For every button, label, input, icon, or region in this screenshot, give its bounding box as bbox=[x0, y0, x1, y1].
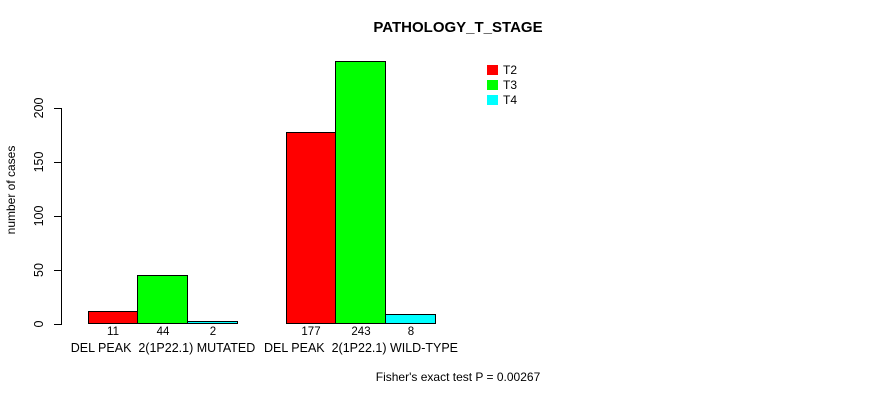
y-tick-label: 200 bbox=[32, 97, 46, 119]
y-axis-title: number of cases bbox=[4, 145, 18, 235]
bar-value-label: 177 bbox=[301, 326, 321, 338]
bar-value-label: 2 bbox=[209, 326, 217, 338]
bar-t2-group1 bbox=[88, 311, 138, 324]
y-tick-mark bbox=[54, 323, 61, 325]
legend-entry-t2: T2 bbox=[487, 63, 517, 78]
y-tick-label: 150 bbox=[32, 151, 46, 173]
bar-value-label: 8 bbox=[407, 326, 415, 338]
bar-value-label: 44 bbox=[156, 326, 170, 338]
y-tick-mark bbox=[54, 269, 61, 271]
bar-value-label: 11 bbox=[107, 326, 119, 338]
bar-t2-group2 bbox=[286, 132, 336, 324]
x-category-label-mutated: DEL PEAK 2(1P22.1) MUTATED bbox=[70, 341, 256, 355]
bar-value-label: 243 bbox=[351, 326, 371, 338]
legend-swatch-t2 bbox=[487, 65, 498, 76]
y-tick-mark bbox=[54, 107, 61, 109]
bar-t3-group2 bbox=[335, 61, 386, 324]
legend-label-t2: T2 bbox=[503, 63, 518, 78]
legend-entry-t4: T4 bbox=[487, 92, 517, 107]
legend-swatch-t3 bbox=[487, 80, 498, 91]
y-tick-label: 50 bbox=[32, 263, 46, 277]
legend: T2 T3 T4 bbox=[487, 63, 517, 107]
x-category-label-wildtype: DEL PEAK 2(1P22.1) WILD-TYPE bbox=[263, 341, 459, 355]
bar-t4-group1 bbox=[187, 321, 238, 324]
legend-entry-t3: T3 bbox=[487, 78, 517, 93]
y-tick-label: 100 bbox=[32, 205, 46, 227]
y-tick-label: 0 bbox=[32, 320, 46, 328]
y-tick-mark bbox=[54, 161, 61, 163]
chart-title: PATHOLOGY_T_STAGE bbox=[373, 19, 543, 36]
y-axis-line bbox=[61, 107, 62, 325]
legend-swatch-t4 bbox=[487, 94, 498, 105]
y-tick-mark bbox=[54, 215, 61, 217]
stat-annotation: Fisher's exact test P = 0.00267 bbox=[375, 370, 541, 384]
bar-t4-group2 bbox=[385, 314, 436, 324]
legend-label-t4: T4 bbox=[503, 92, 518, 107]
bar-t3-group1 bbox=[137, 275, 188, 324]
legend-label-t3: T3 bbox=[503, 78, 518, 93]
